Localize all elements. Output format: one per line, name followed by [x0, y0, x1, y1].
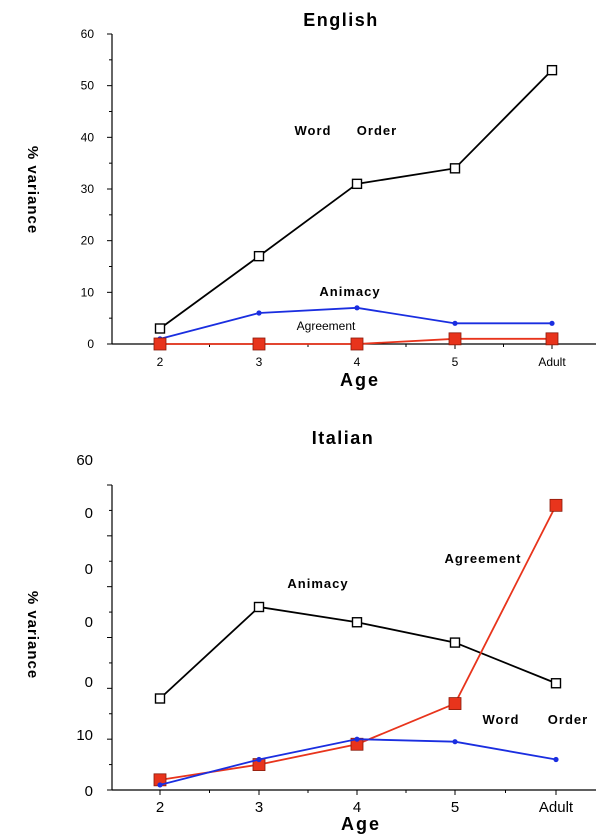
- chart-1-x-tick-label: 3: [256, 355, 263, 369]
- chart-2-animacy-point: [449, 637, 461, 648]
- chart-1-y-tick-label: 60: [81, 27, 95, 41]
- chart-1-x-tick-label: Adult: [538, 355, 566, 369]
- chart-1-y-tick-label: 30: [81, 182, 95, 196]
- chart-2-x-tick-label: 2: [156, 799, 164, 816]
- chart-1-agreement-point: [448, 332, 462, 346]
- chart-1-x-tick-label: 2: [157, 355, 164, 369]
- chart-1-animacy-point: [256, 310, 262, 316]
- chart-2-y-tick-label: 0: [85, 614, 93, 631]
- chart-2-word-order-label: Word: [483, 712, 520, 727]
- chart-2-x-tick-label: Adult: [539, 799, 574, 816]
- chart-2-y-tick-label: 10: [76, 727, 93, 744]
- chart-2-agreement-point: [549, 498, 563, 512]
- chart-1-y-tick-label: 10: [81, 285, 95, 299]
- chart-1-animacy-point: [354, 305, 360, 311]
- chart-1-x-tick-label: 5: [452, 355, 459, 369]
- chart-1-animacy-line: [159, 306, 552, 340]
- chart-2-y-tick-label: 60: [76, 452, 93, 469]
- chart-1-word-order-point: [449, 163, 461, 174]
- chart-1-x-tick-label: 4: [354, 355, 361, 369]
- chart-1-agreement-point: [153, 337, 167, 351]
- chart-1-animacy-point: [452, 320, 458, 326]
- chart-2-x-tick-label: 3: [255, 799, 263, 816]
- chart-2-y-tick-label: 0: [85, 561, 93, 578]
- chart-2-x-tick-label: 5: [451, 799, 459, 816]
- chart-2-animacy-point: [550, 678, 562, 689]
- chart-2-y-tick-label: 0: [85, 505, 93, 522]
- chart-1-y-axis-label: % variance: [24, 146, 41, 234]
- chart-1-word-order-point: [253, 250, 265, 262]
- chart-2-animacy-point: [351, 617, 363, 628]
- chart-2-y-tick-label: 0: [85, 674, 93, 691]
- chart-1-agreement-point: [252, 337, 266, 351]
- chart-2-word-order-label: Order: [548, 712, 588, 727]
- chart-2-word-order-point: [157, 782, 163, 788]
- chart-1-y-tick-label: 20: [81, 234, 95, 248]
- chart-2-animacy-label: Animacy: [287, 576, 348, 591]
- chart-1-word-order-label: Order: [357, 123, 397, 138]
- chart-2-animacy-point: [154, 693, 166, 704]
- chart-1-word-order-point: [154, 323, 166, 334]
- chart-1-animacy-label: Animacy: [319, 284, 380, 299]
- chart-1-word-order-point: [546, 64, 558, 76]
- chart-2-x-tick-label: 4: [353, 799, 361, 816]
- chart-1-y-tick-label: 50: [81, 79, 95, 93]
- chart-2-x-axis-label: Age: [341, 814, 381, 834]
- chart-2-word-order-point: [452, 739, 458, 745]
- chart-1-y-tick-label: 0: [87, 337, 94, 351]
- chart-1-title: English: [303, 10, 379, 30]
- chart-1-word-order-point: [351, 178, 363, 190]
- chart-1-agreement-point: [545, 332, 559, 346]
- chart-2-agreement-label: Agreement: [445, 551, 522, 566]
- chart-2-animacy-point: [253, 601, 265, 613]
- chart-1-animacy-point: [549, 320, 555, 326]
- chart-1-word-order-label: Word: [295, 123, 332, 138]
- chart-2-word-order-point: [256, 756, 262, 763]
- chart-1-agreement-point: [350, 337, 364, 351]
- chart-2-word-order-point: [553, 756, 559, 763]
- chart-2-word-order-point: [354, 736, 360, 742]
- chart-1-y-tick-label: 40: [81, 130, 95, 144]
- chart-2-title: Italian: [312, 428, 375, 448]
- chart-2-agreement-point: [448, 697, 462, 710]
- chart-1-x-axis-label: Age: [340, 370, 380, 390]
- chart-2-y-tick-label: 0: [85, 783, 93, 800]
- chart-1-agreement-label: Agreement: [297, 319, 356, 333]
- chart-2-y-axis-label: % variance: [24, 591, 41, 679]
